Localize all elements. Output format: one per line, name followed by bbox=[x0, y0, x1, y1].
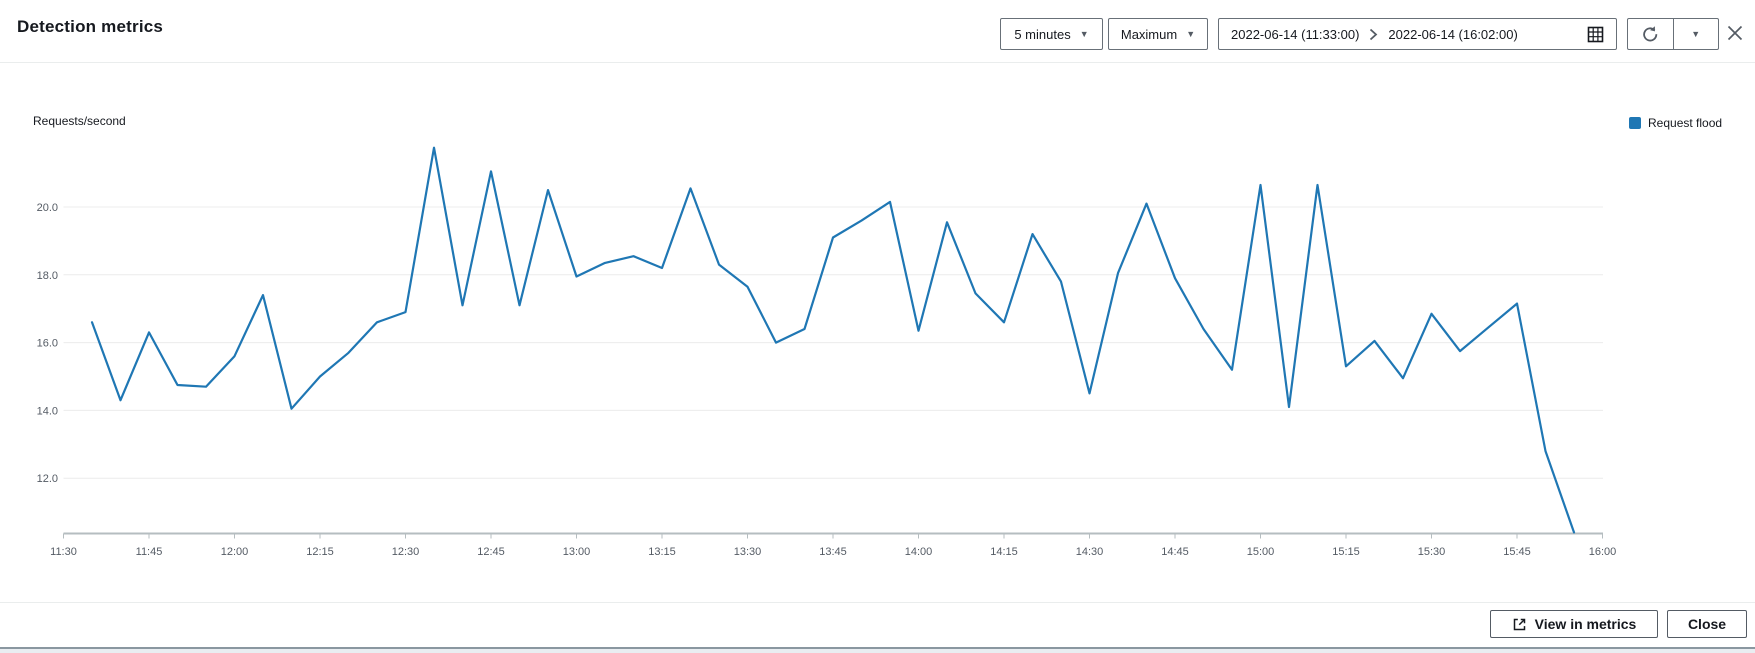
x-tick-label: 14:30 bbox=[1076, 546, 1104, 558]
period-dropdown[interactable]: 5 minutes ▼ bbox=[1000, 18, 1103, 50]
refresh-options-button[interactable]: ▼ bbox=[1672, 19, 1719, 49]
x-tick-label: 11:30 bbox=[50, 546, 77, 558]
y-tick-label: 20.0 bbox=[37, 202, 58, 214]
x-tick-label: 15:30 bbox=[1418, 546, 1446, 558]
x-tick-label: 15:00 bbox=[1247, 546, 1275, 558]
x-tick-label: 16:00 bbox=[1589, 546, 1617, 558]
x-tick-label: 12:45 bbox=[477, 546, 505, 558]
close-dialog-label: Close bbox=[1687, 616, 1727, 632]
footer-divider bbox=[0, 602, 1755, 603]
refresh-split-button: ▼ bbox=[1627, 18, 1719, 50]
refresh-button[interactable] bbox=[1628, 19, 1673, 49]
statistic-dropdown[interactable]: Maximum ▼ bbox=[1108, 18, 1208, 50]
x-tick-label: 14:15 bbox=[990, 546, 1018, 558]
x-tick-label: 13:15 bbox=[648, 546, 676, 558]
header-divider bbox=[0, 62, 1755, 63]
statistic-dropdown-label: Maximum bbox=[1120, 26, 1178, 42]
period-dropdown-label: 5 minutes bbox=[1014, 26, 1071, 42]
x-tick-label: 14:45 bbox=[1161, 546, 1189, 558]
legend-series-label: Request flood bbox=[1648, 116, 1723, 130]
refresh-icon bbox=[1642, 25, 1657, 41]
x-tick-label: 13:45 bbox=[819, 546, 847, 558]
date-range-start: 2022-06-14 (11:33:00) bbox=[1231, 26, 1360, 42]
modal-bottom-edge bbox=[0, 647, 1755, 649]
date-range-picker[interactable]: 2022-06-14 (11:33:00) 2022-06-14 (16:02:… bbox=[1218, 18, 1617, 50]
chart-y-axis-caption: Requests/second bbox=[33, 114, 126, 128]
close-icon bbox=[1727, 25, 1743, 41]
chart-legend[interactable]: Request flood bbox=[1629, 116, 1722, 130]
chevron-down-icon: ▼ bbox=[1691, 28, 1701, 39]
x-tick-label: 15:45 bbox=[1503, 546, 1531, 558]
date-range-end: 2022-06-14 (16:02:00) bbox=[1388, 26, 1518, 42]
x-tick-label: 14:00 bbox=[905, 546, 933, 558]
y-tick-label: 16.0 bbox=[37, 338, 58, 350]
detection-metrics-line-chart[interactable]: 12.0 14.0 16.0 18.0 20.0 11:30 11:45 12:00 12:15… bbox=[0, 62, 1755, 582]
x-tick-label: 12:30 bbox=[392, 546, 420, 558]
view-in-metrics-label: View in metrics bbox=[1534, 616, 1637, 632]
y-tick-label: 12.0 bbox=[37, 473, 58, 485]
x-tick-label: 13:30 bbox=[734, 546, 762, 558]
view-in-metrics-button[interactable]: View in metrics bbox=[1490, 610, 1658, 638]
chevron-down-icon: ▼ bbox=[1186, 28, 1196, 39]
chevron-right-icon bbox=[1369, 28, 1378, 41]
series-line-request-flood bbox=[90, 146, 1576, 534]
legend-color-swatch bbox=[1629, 117, 1641, 129]
y-tick-label: 14.0 bbox=[37, 405, 58, 417]
close-dialog-button[interactable]: Close bbox=[1667, 610, 1747, 638]
close-button[interactable] bbox=[1723, 21, 1747, 45]
x-tick-label: 15:15 bbox=[1332, 546, 1360, 558]
x-tick-label: 13:00 bbox=[563, 546, 591, 558]
chevron-down-icon: ▼ bbox=[1079, 28, 1089, 39]
y-tick-label: 18.0 bbox=[37, 270, 58, 282]
page-background-strip bbox=[0, 649, 1755, 653]
page-title: Detection metrics bbox=[17, 17, 164, 36]
external-link-icon bbox=[1513, 618, 1525, 630]
calendar-grid-icon bbox=[1587, 26, 1604, 43]
x-tick-label: 11:45 bbox=[136, 546, 163, 558]
x-tick-label: 12:00 bbox=[221, 546, 249, 558]
x-tick-label: 12:15 bbox=[306, 546, 334, 558]
